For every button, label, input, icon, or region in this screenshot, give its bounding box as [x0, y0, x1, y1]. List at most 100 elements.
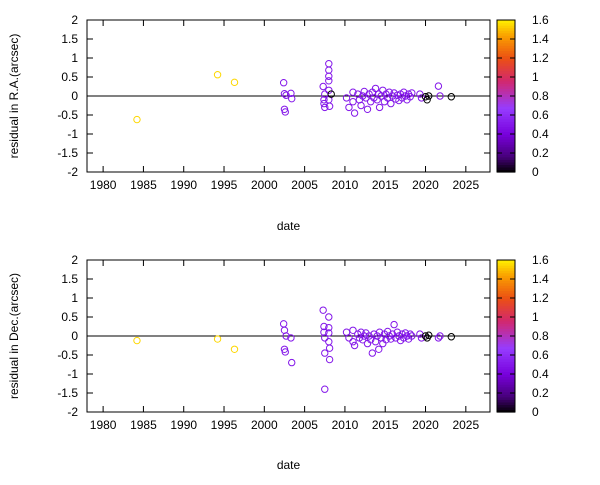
panel1-colorbar-swatch	[497, 131, 515, 135]
panel2-colorbar-swatch	[497, 323, 515, 327]
panel2-colorbar-swatch	[497, 371, 515, 375]
panel2-colorbar-swatch	[497, 374, 515, 378]
panel2-colorbar-swatch	[497, 260, 515, 264]
panel2-y-tick-label: -1.5	[57, 386, 78, 400]
panel2-data-point	[325, 338, 333, 346]
panel2-colorbar-swatch	[497, 270, 515, 274]
panel1-colorbar-swatch	[497, 50, 515, 54]
panel1-y-tick-label: -1.5	[57, 146, 78, 160]
panel2-data-point	[390, 320, 398, 329]
panel2-x-tick-label: 1985	[130, 418, 157, 432]
panel2-colorbar-tick-label: 1.4	[532, 272, 549, 286]
panel2-x-tick-label: 2005	[291, 418, 318, 432]
panel1-data-point	[345, 103, 353, 112]
panel2-data-point	[375, 345, 383, 353]
panel2-data-point	[421, 332, 430, 340]
panel1-colorbar-tick-label: 0.6	[532, 108, 549, 122]
panel2-data-point	[279, 320, 288, 328]
panel1-data-point	[423, 96, 431, 104]
panel1-colorbar-tick-label: 1	[532, 70, 539, 84]
panel1-colorbar-swatch	[497, 73, 515, 77]
panel2-data-point	[373, 332, 381, 340]
panel1-data-point	[279, 79, 288, 87]
panel2-data-point	[398, 330, 406, 338]
panel1-colorbar-swatch	[497, 90, 515, 95]
panel2-data-point	[325, 323, 333, 332]
panel2-data-point	[287, 334, 295, 342]
panel2-colorbar-swatch	[497, 298, 515, 302]
panel1-colorbar-swatch	[497, 159, 515, 163]
panel2-colorbar-swatch	[497, 315, 515, 319]
panel2-colorbar-swatch	[497, 336, 515, 340]
panel2-y-tick-label: -1	[67, 367, 78, 381]
panel2-colorbar-swatch	[497, 275, 515, 279]
panel2-y-tick-label: 2	[71, 253, 78, 267]
panel2-colorbar-swatch	[497, 265, 515, 269]
panel1-data-point	[325, 77, 333, 85]
panel1-colorbar-tick-label: 1.6	[532, 13, 549, 27]
panel1-data-point	[375, 90, 383, 98]
panel1-colorbar-tick-label: 1.4	[532, 32, 549, 46]
panel1-colorbar-swatch	[497, 52, 515, 57]
panel1-colorbar-swatch	[497, 25, 515, 29]
panel1-colorbar-swatch	[497, 154, 515, 158]
panel1-colorbar-swatch	[497, 108, 515, 112]
panel1-y-tick-label: 2	[71, 13, 78, 27]
panel1-y-tick-label: 0.5	[61, 70, 78, 84]
panel2-colorbar-swatch	[497, 391, 515, 395]
panel1-colorbar-swatch	[497, 96, 515, 100]
panel2-colorbar-swatch	[497, 272, 515, 276]
panel2-colorbar-tick-label: 1.6	[532, 253, 549, 267]
panel1-data-point	[287, 89, 295, 98]
panel1-colorbar-swatch	[497, 65, 515, 69]
panel1-colorbar-swatch	[497, 27, 515, 31]
panel1-y-tick-label: -2	[67, 165, 78, 179]
panel2-data-point	[345, 334, 353, 342]
panel1-data-point	[282, 91, 290, 99]
panel2-data-point	[358, 336, 367, 344]
panel1-data-point	[387, 99, 395, 108]
panel2-colorbar	[497, 260, 515, 413]
panel1-colorbar-swatch	[497, 151, 515, 155]
panel1-colorbar-swatch	[497, 63, 515, 67]
panel2-data-point	[447, 333, 456, 341]
panel1-x-tick-label: 2000	[251, 178, 278, 192]
panel1-data-point	[436, 92, 444, 100]
panel1-colorbar-swatch	[497, 126, 515, 130]
panel2-colorbar-swatch	[497, 351, 515, 355]
panel2-colorbar-tick-label: 0.8	[532, 329, 549, 343]
panel2-data-point	[325, 355, 334, 364]
panel2-y-tick-label: 0.5	[61, 310, 78, 324]
panel1-x-tick-label: 2005	[291, 178, 318, 192]
panel1-colorbar-swatch	[497, 68, 515, 72]
panel1-y-tick-label: 0	[71, 89, 78, 103]
panel2-data-point	[325, 344, 334, 352]
panel2-colorbar-swatch	[497, 353, 515, 357]
panel2-x-axis-label: date	[277, 458, 301, 472]
panel1-colorbar-swatch	[497, 55, 515, 59]
panel2-y-tick-label: -0.5	[57, 348, 78, 362]
panel1-x-tick-label: 1990	[170, 178, 197, 192]
panel1-data-point	[319, 82, 327, 91]
panel2-data-point	[349, 338, 357, 346]
panel2-colorbar-swatch	[497, 325, 515, 329]
panel2-colorbar-swatch	[497, 356, 515, 360]
panel2-colorbar-swatch	[497, 361, 515, 365]
panel1-colorbar-swatch	[497, 45, 515, 49]
panel1-data-point	[400, 88, 408, 96]
panel2-colorbar-swatch	[497, 280, 515, 284]
panel1-colorbar-swatch	[497, 144, 515, 148]
panel1-colorbar	[497, 20, 515, 173]
panel1-colorbar-swatch	[497, 161, 515, 165]
panel2-data-point	[365, 332, 373, 340]
panel2-colorbar-swatch	[497, 368, 515, 373]
panel1-colorbar-swatch	[497, 121, 515, 125]
panel1-data-point	[327, 90, 335, 98]
panel2-data-point	[436, 332, 444, 340]
panel1-y-tick-label: -1	[67, 127, 78, 141]
panel2-y-tick-label: 1	[71, 291, 78, 305]
panel1-data-point	[133, 115, 141, 124]
panel1-y-tick-label: 1.5	[61, 32, 78, 46]
panel2-x-tick-label: 1995	[211, 418, 238, 432]
panel2-colorbar-swatch	[497, 406, 515, 411]
